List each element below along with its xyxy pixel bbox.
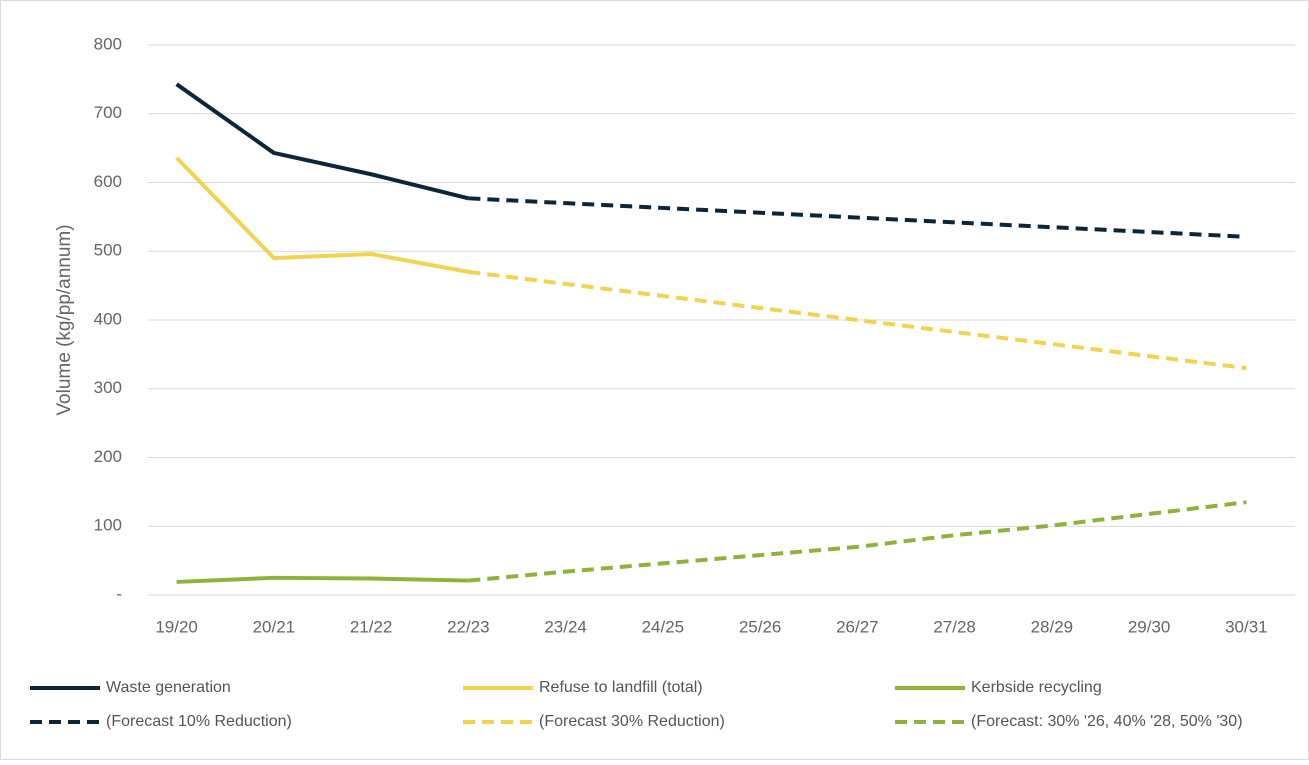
legend-label: (Forecast: 30% '26, 40% '28, 50% '30) <box>971 713 1243 730</box>
legend-label: (Forecast 10% Reduction) <box>106 713 292 730</box>
series-line <box>468 500 1247 583</box>
legend-label: Refuse to landfill (total) <box>539 679 703 696</box>
legend-label: Waste generation <box>106 679 231 696</box>
x-tick-label: 20/21 <box>253 617 296 636</box>
legend-label: (Forecast 30% Reduction) <box>539 713 725 730</box>
y-tick-label: 200 <box>94 447 122 466</box>
legend: Waste generation Refuse to landfill (tota… <box>30 679 1243 730</box>
y-axis-label: Volume (kg/pp/annum) <box>54 224 75 415</box>
x-tick-label: 29/30 <box>1128 617 1171 636</box>
y-tick-label: 600 <box>94 172 122 191</box>
y-tick-label: 100 <box>94 516 122 535</box>
y-tick-label: 300 <box>94 378 122 397</box>
y-tick-label: - <box>116 584 122 603</box>
series-line <box>468 196 1247 239</box>
x-tick-label: 26/27 <box>836 617 879 636</box>
x-tick-label: 25/26 <box>739 617 782 636</box>
x-tick-label: 28/29 <box>1031 617 1074 636</box>
y-tick-label: 400 <box>94 309 122 328</box>
series-line <box>176 575 469 584</box>
x-tick-label: 24/25 <box>642 617 685 636</box>
x-tick-label: 21/22 <box>350 617 393 636</box>
x-tick-label: 22/23 <box>447 617 490 636</box>
x-tick-label: 23/24 <box>544 617 587 636</box>
y-tick-label: 500 <box>94 241 122 260</box>
legend-label: Kerbside recycling <box>971 679 1102 696</box>
y-tick-label: 700 <box>94 103 122 122</box>
series-line <box>175 156 469 274</box>
y-tick-label: 800 <box>94 34 122 53</box>
x-tick-label: 30/31 <box>1225 617 1268 636</box>
series-line <box>468 269 1247 371</box>
series-line <box>175 82 469 201</box>
x-tick-label: 27/28 <box>933 617 976 636</box>
x-tick-label: 19/20 <box>155 617 198 636</box>
